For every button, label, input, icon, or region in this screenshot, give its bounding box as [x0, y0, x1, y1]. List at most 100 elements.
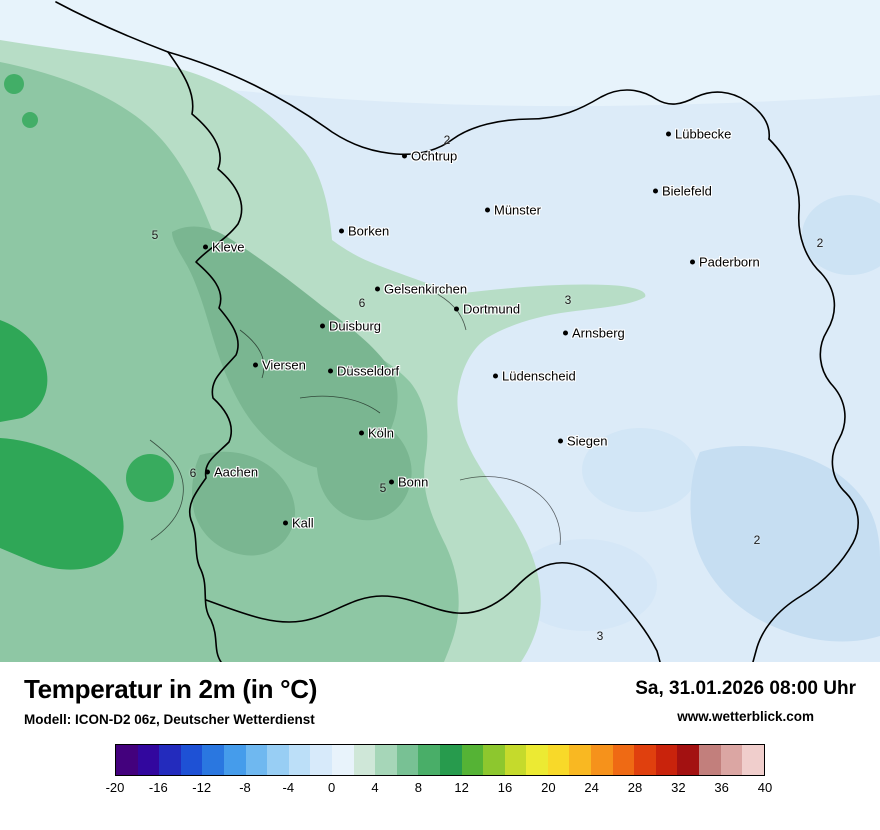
colorbar-cell — [742, 745, 764, 775]
colorbar-cell — [202, 745, 224, 775]
city-marker: Paderborn — [690, 255, 760, 270]
city-marker: Kleve — [203, 240, 245, 255]
city-label: Paderborn — [699, 254, 760, 270]
district-border-lines — [149, 289, 561, 546]
city-label: Bielefeld — [662, 183, 712, 199]
colorbar-tick-label: 4 — [371, 780, 379, 795]
city-label: Lübbecke — [675, 126, 732, 142]
temperature-value-label: 2 — [443, 133, 451, 147]
city-label: Kleve — [212, 239, 245, 255]
colorbar-cell — [288, 745, 311, 775]
temperature-value-label: 2 — [753, 533, 761, 547]
colorbar-tick-label: -4 — [282, 780, 295, 795]
city-dot-icon — [339, 228, 344, 234]
city-marker: Borken — [339, 224, 389, 239]
city-marker: Lübbecke — [666, 127, 731, 142]
city-dot-icon — [563, 330, 568, 336]
temperature-value-label: 5 — [379, 481, 387, 495]
temperature-value-label: 6 — [358, 296, 366, 310]
colorbar-tick-label: 36 — [714, 780, 729, 795]
colorbar-tick-label: 24 — [584, 780, 599, 795]
city-label: Aachen — [214, 464, 259, 480]
colorbar-cell — [720, 745, 743, 775]
colorbar-cell — [569, 745, 592, 775]
city-marker: Aachen — [205, 465, 258, 480]
city-marker: Lüdenscheid — [493, 369, 576, 384]
city-markers: Ochtrup Lübbecke Münster Bielefeld Borken Kle… — [203, 127, 760, 531]
temperature-value-label: 3 — [596, 629, 604, 643]
colorbar-tick-label: -8 — [239, 780, 251, 795]
colorbar-cell — [396, 745, 419, 775]
city-label: Siegen — [567, 433, 608, 449]
colorbar-cell — [483, 745, 505, 775]
colorbar-cell — [116, 745, 138, 775]
city-label: Münster — [494, 202, 541, 218]
colorbar-tick-label: 0 — [328, 780, 336, 795]
city-marker: Düsseldorf — [328, 364, 399, 379]
colorbar-cell — [159, 745, 181, 775]
colorbar-tick-label: 8 — [414, 780, 422, 795]
city-label: Lüdenscheid — [502, 368, 576, 384]
city-dot-icon — [558, 438, 563, 444]
weather-map: Ochtrup Lübbecke Münster Bielefeld Borken Kle… — [0, 0, 880, 662]
colorbar-cell — [634, 745, 656, 775]
colorbar-cell — [245, 745, 268, 775]
city-dot-icon — [485, 207, 490, 213]
city-label: Viersen — [262, 357, 306, 373]
colorbar-cell — [267, 745, 289, 775]
colorbar-cell — [180, 745, 203, 775]
temperature-value-label: 2 — [816, 236, 824, 250]
city-marker: Gelsenkirchen — [375, 282, 467, 297]
colorbar-cell — [655, 745, 678, 775]
city-label: Gelsenkirchen — [384, 281, 468, 297]
colorbar-legend: -20 -16 -12 -8 -4 0 4 8 12 16 20 24 28 32 36 40 — [106, 744, 772, 798]
city-dot-icon — [320, 323, 325, 329]
city-dot-icon — [493, 373, 498, 379]
city-dot-icon — [253, 362, 258, 368]
colorbar-tick-label: 32 — [671, 780, 686, 795]
city-label: Arnsberg — [572, 325, 625, 341]
city-marker: Münster — [485, 203, 541, 218]
colorbar-cell — [137, 745, 160, 775]
city-marker: Siegen — [558, 434, 607, 449]
colorbar-cell — [331, 745, 354, 775]
temperature-value-label: 3 — [564, 293, 572, 307]
colorbar-cell — [439, 745, 462, 775]
city-dot-icon — [666, 131, 671, 137]
colorbar-tick-label: -20 — [105, 780, 125, 795]
city-dot-icon — [359, 430, 364, 436]
city-dot-icon — [375, 286, 380, 292]
city-dot-icon — [205, 469, 210, 475]
city-marker: Dortmund — [454, 302, 520, 317]
city-dot-icon — [690, 259, 695, 265]
city-marker: Arnsberg — [563, 326, 625, 341]
city-label: Köln — [368, 425, 395, 441]
city-dot-icon — [389, 479, 394, 485]
colorbar-cell — [612, 745, 635, 775]
city-marker: Bielefeld — [653, 184, 712, 199]
city-label: Düsseldorf — [337, 363, 400, 379]
city-marker: Bonn — [389, 475, 428, 490]
colorbar-cell — [418, 745, 440, 775]
colorbar-cell — [375, 745, 397, 775]
colorbar-cell — [677, 745, 700, 775]
forecast-datetime: Sa, 31.01.2026 08:00 Uhr — [635, 678, 856, 699]
colorbar-cell — [353, 745, 376, 775]
city-dot-icon — [203, 244, 208, 250]
colorbar-tick-label: 40 — [757, 780, 773, 795]
colorbar-tick-label: 28 — [627, 780, 643, 795]
website-label: www.wetterblick.com — [677, 709, 815, 724]
model-info: Modell: ICON-D2 06z, Deutscher Wetterdie… — [24, 712, 315, 727]
city-marker: Köln — [359, 426, 394, 441]
city-dot-icon — [328, 368, 333, 374]
city-dot-icon — [283, 520, 288, 526]
colorbar-cell — [699, 745, 721, 775]
city-marker: Kall — [283, 516, 314, 531]
temperature-value-label: 6 — [189, 466, 197, 480]
temperature-value-label: 5 — [151, 228, 159, 242]
colorbar — [115, 744, 765, 776]
colorbar-cell — [547, 745, 570, 775]
city-marker: Viersen — [253, 358, 306, 373]
city-dot-icon — [454, 306, 459, 312]
colorbar-tick-label: 16 — [497, 780, 513, 795]
